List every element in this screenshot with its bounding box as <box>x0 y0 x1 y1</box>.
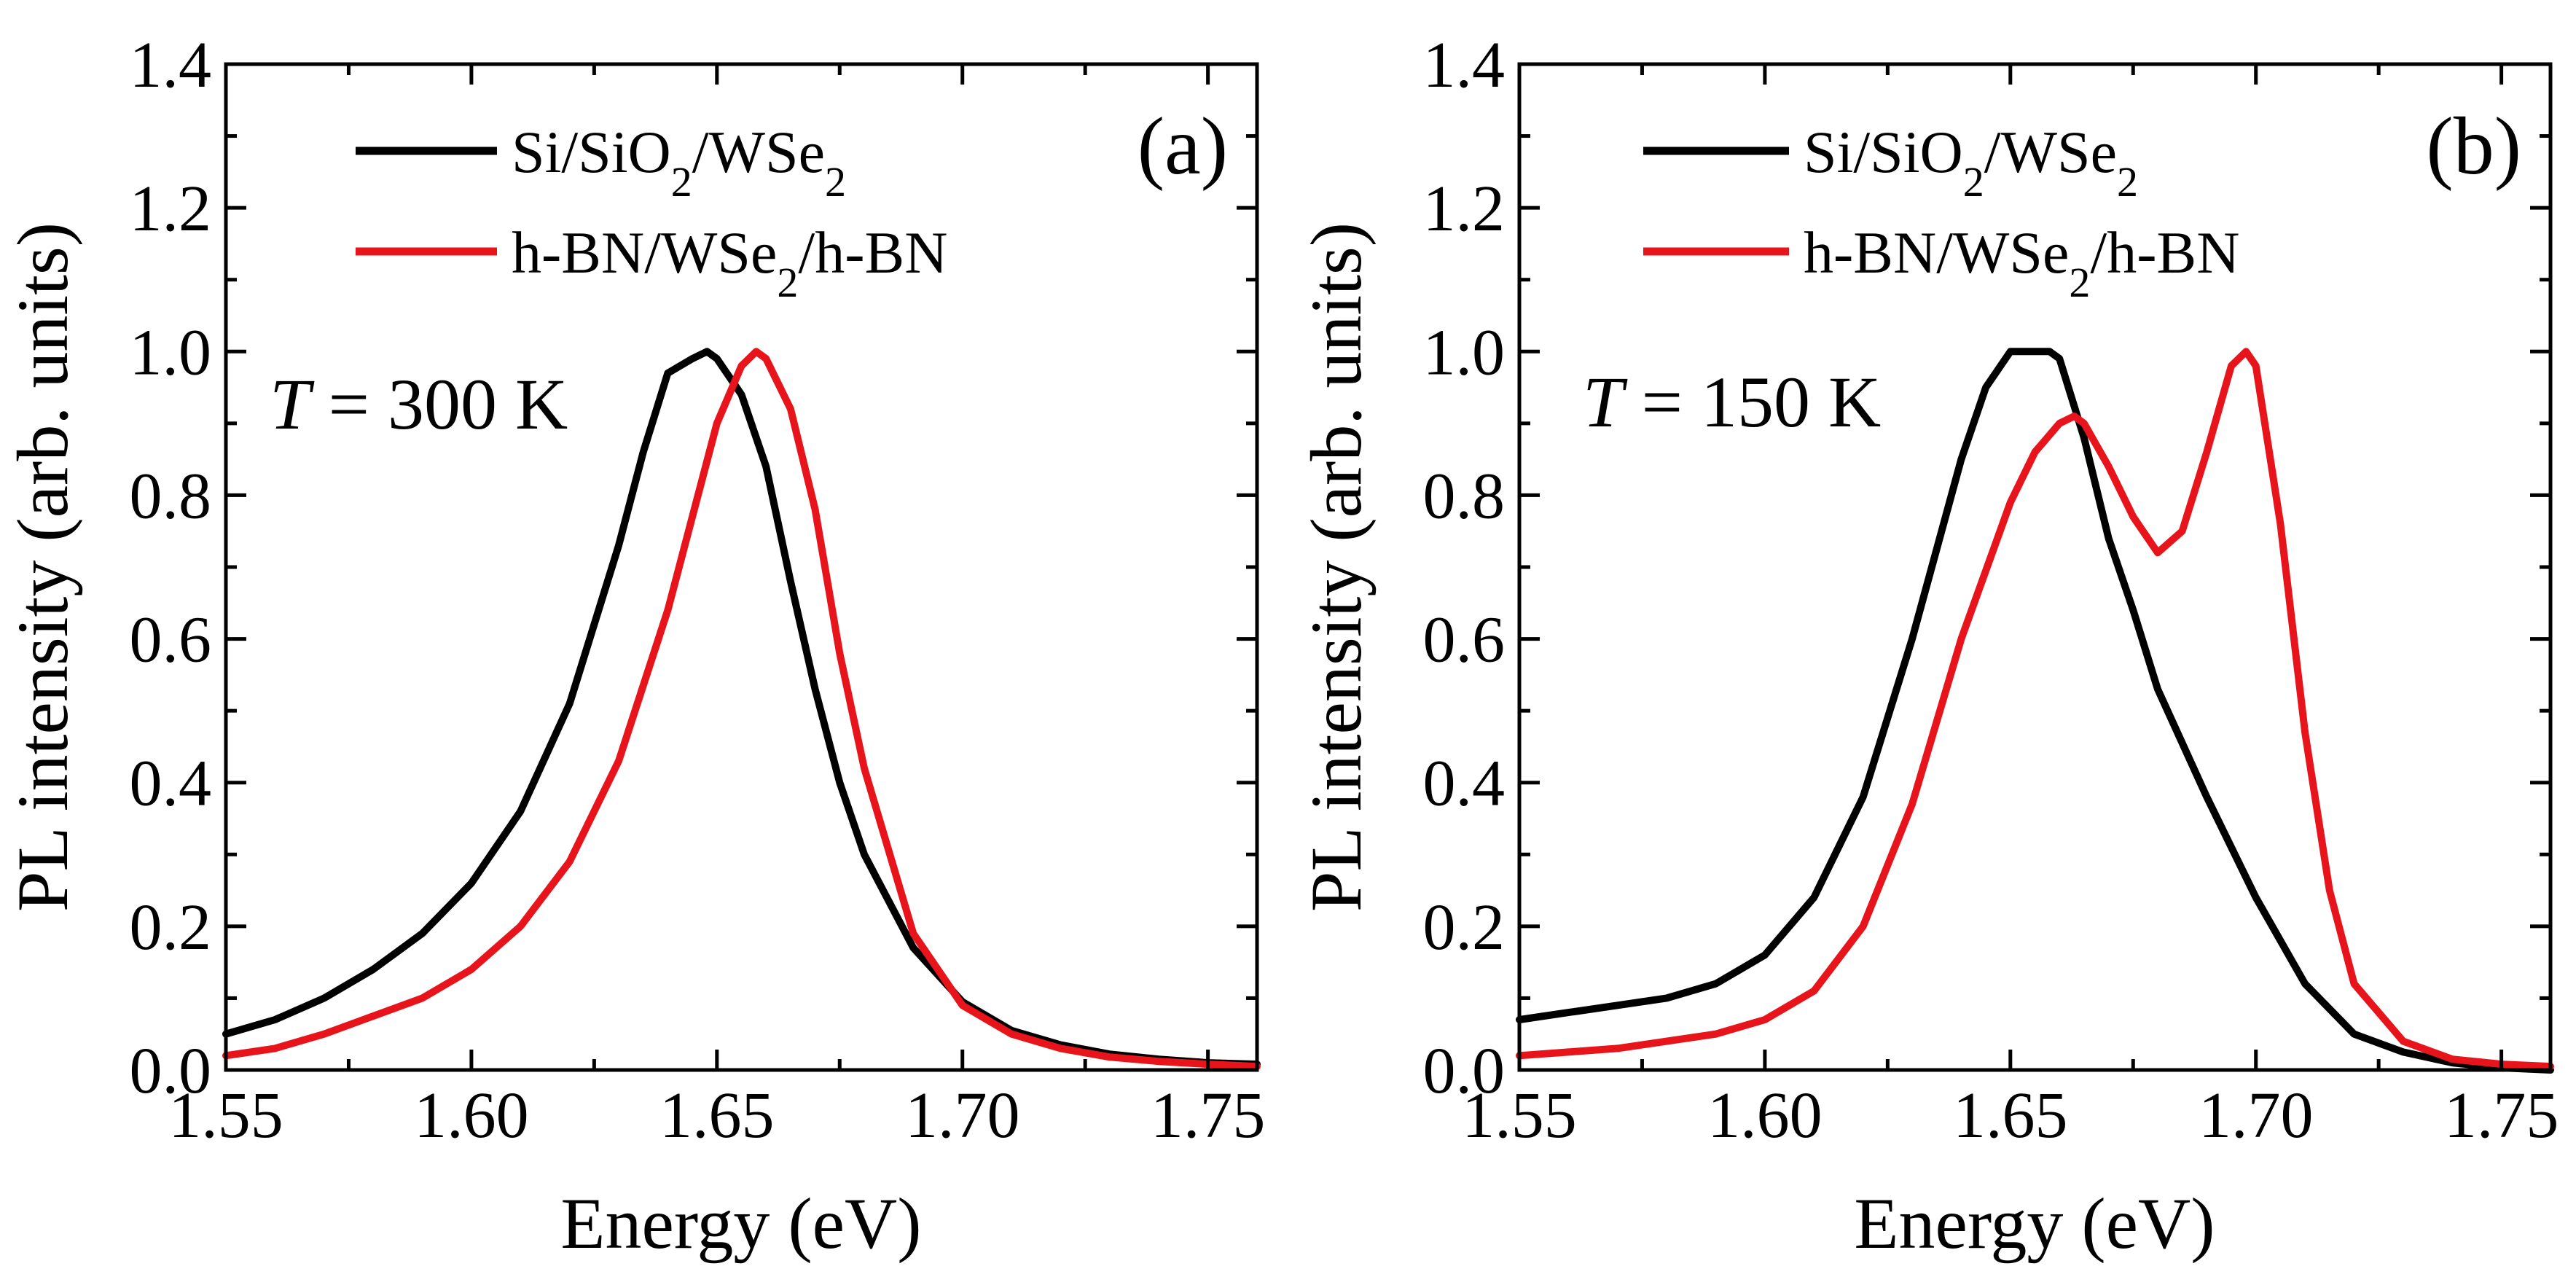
panel-b-y-tick-label: 1.4 <box>1423 29 1506 101</box>
panel-b-legend-black-sub1: 2 <box>1963 158 1984 206</box>
panel-b-x-tick-label: 1.75 <box>2444 1079 2559 1152</box>
panel-b-legend-red-sub1: 2 <box>2069 259 2090 306</box>
panel-a-y-tick-label: 1.0 <box>130 316 212 388</box>
panel-b-legend-black-part1: Si/SiO <box>1804 119 1963 185</box>
panel-a-temperature-value: = 300 K <box>310 364 568 445</box>
panel-a-legend: Si/SiO2/WSe2 h-BN/WSe2/h-BN <box>356 119 947 306</box>
panel-b-y-tick-label: 1.2 <box>1423 173 1506 245</box>
panel-a-legend-black-sub2: 2 <box>825 158 846 206</box>
panel-b-series-lines <box>1516 348 2554 1074</box>
panel-a-legend-black-part2: /WSe <box>692 119 825 185</box>
panel-b-series-hbn-wse2-hbn-line <box>1516 348 2554 1071</box>
panel-a: 1.55 1.60 1.65 1.70 1.75 0.0 0.2 0.4 0.6 0.8 1.0 1.… <box>2 29 1265 1264</box>
panel-a-y-axis-label: PL intensity (arb. units) <box>2 222 83 912</box>
panel-b-x-tick-label: 1.55 <box>1462 1079 1577 1152</box>
panel-a-temperature-annotation: T = 300 K <box>270 364 568 445</box>
panel-b-y-tick-label: 0.4 <box>1423 748 1506 820</box>
panel-a-legend-red-part2: /h-BN <box>798 219 947 286</box>
panel-b-legend-label-red: h-BN/WSe2/h-BN <box>1804 219 2239 306</box>
panel-b-y-tick-label: 1.0 <box>1423 316 1506 388</box>
panel-b-x-tick-label: 1.70 <box>2199 1079 2314 1152</box>
panel-b-temperature-value: = 150 K <box>1624 362 1882 442</box>
panel-b-legend-label-black: Si/SiO2/WSe2 <box>1804 119 2138 206</box>
panel-a-x-tick-label: 1.75 <box>1151 1079 1266 1152</box>
panel-a-y-tick-label: 0.8 <box>130 460 212 532</box>
panel-a-label: (a) <box>1138 101 1228 192</box>
panel-a-x-axis-label: Energy (eV) <box>560 1183 921 1264</box>
panel-b-temperature-annotation: T = 150 K <box>1583 362 1881 442</box>
panel-b-legend-red-part1: h-BN/WSe <box>1804 219 2069 286</box>
panel-a-legend-red-sub1: 2 <box>777 259 798 306</box>
panel-a-y-tick-label: 0.4 <box>130 748 212 820</box>
panel-a-x-tick-label: 1.70 <box>905 1079 1020 1152</box>
panel-b-y-tick-label: 0.0 <box>1423 1035 1506 1107</box>
panel-b-x-tick-label: 1.60 <box>1707 1079 1823 1152</box>
panel-b-x-axis-label: Energy (eV) <box>1854 1183 2215 1264</box>
panel-b-x-tick-label: 1.65 <box>1953 1079 2068 1152</box>
panel-a-legend-label-red: h-BN/WSe2/h-BN <box>512 219 947 306</box>
panel-b-y-tick-label: 0.8 <box>1423 460 1506 532</box>
panel-b-y-tick-label: 0.6 <box>1423 604 1506 676</box>
panel-b-y-tick-label: 0.2 <box>1423 891 1506 964</box>
panel-a-y-tick-label: 0.2 <box>130 891 212 964</box>
panel-b-label: (b) <box>2426 101 2521 192</box>
panel-a-x-tick-label: 1.60 <box>414 1079 529 1152</box>
panel-a-legend-label-black: Si/SiO2/WSe2 <box>512 119 846 206</box>
panel-a-y-tick-label: 0.6 <box>130 604 212 676</box>
panel-a-legend-black-sub1: 2 <box>671 158 692 206</box>
panel-a-series-lines <box>222 348 1261 1071</box>
panel-a-tick-labels: 1.55 1.60 1.65 1.70 1.75 0.0 0.2 0.4 0.6 0.8 1.0 1.… <box>130 29 1266 1152</box>
panel-a-x-tick-label: 1.65 <box>659 1079 775 1152</box>
panel-b-legend-red-part2: /h-BN <box>2090 219 2239 286</box>
panel-b-series-si-sio2-wse2-line <box>1516 348 2554 1074</box>
panel-a-y-tick-label: 0.0 <box>130 1035 212 1107</box>
panel-a-x-tick-label: 1.55 <box>168 1079 283 1152</box>
panel-b-y-axis-label: PL intensity (arb. units) <box>1296 222 1377 912</box>
panel-b-legend: Si/SiO2/WSe2 h-BN/WSe2/h-BN <box>1643 119 2239 306</box>
panel-a-ticks <box>224 62 1257 1072</box>
panel-a-series-hbn-wse2-hbn-line <box>222 348 1261 1071</box>
panel-a-legend-black-part1: Si/SiO <box>512 119 671 185</box>
panel-b-legend-black-sub2: 2 <box>2117 158 2138 206</box>
panel-a-legend-red-part1: h-BN/WSe <box>512 219 777 286</box>
panel-b-ticks <box>1517 62 2550 1072</box>
panel-a-y-tick-label: 1.4 <box>130 29 212 101</box>
panel-b: 1.55 1.60 1.65 1.70 1.75 0.0 0.2 0.4 0.6 0.8 1.0 1.… <box>1296 29 2559 1264</box>
panel-a-y-tick-label: 1.2 <box>130 173 212 245</box>
panel-a-temperature-symbol: T <box>270 364 315 445</box>
panel-b-legend-black-part2: /WSe <box>1984 119 2117 185</box>
panel-b-tick-labels: 1.55 1.60 1.65 1.70 1.75 0.0 0.2 0.4 0.6 0.8 1.0 1.… <box>1423 29 2559 1152</box>
panel-b-temperature-symbol: T <box>1583 362 1628 442</box>
